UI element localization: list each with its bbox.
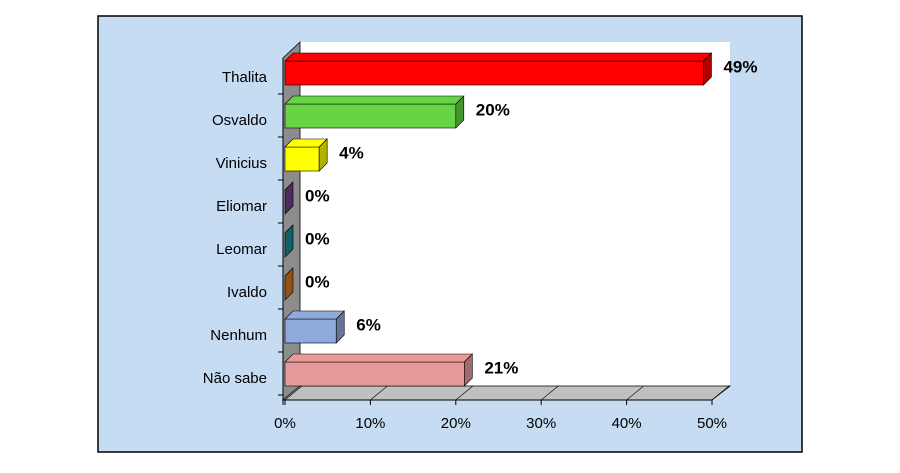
value-label: 4% [339, 143, 364, 162]
bar-front [284, 318, 337, 344]
grid-line [455, 385, 473, 401]
bar-side [703, 52, 712, 86]
floor [281, 385, 732, 401]
bar-side [284, 181, 294, 215]
bar-side-shade [285, 225, 293, 257]
value-label: 49% [723, 57, 757, 76]
value-label: 0% [305, 229, 330, 248]
bar-side-shade [285, 268, 293, 300]
bar-side-shade [703, 53, 712, 85]
bar-front [284, 60, 704, 86]
x-tick-label: 30% [526, 415, 556, 432]
y-tick-label: Não sabe [203, 370, 267, 387]
grid-line [541, 385, 559, 401]
y-tick-label: Thalita [222, 69, 268, 86]
bar-side [318, 138, 328, 172]
bar-side-shade [319, 139, 328, 171]
x-tick-label: 50% [697, 415, 727, 432]
bar-top [284, 52, 713, 62]
bar-side [284, 224, 294, 258]
bar-top [284, 353, 474, 363]
y-tick-label: Eliomar [216, 198, 267, 215]
value-label: 20% [476, 100, 510, 119]
bar-side [464, 353, 473, 387]
bar-side-shade [464, 354, 473, 386]
value-label: 6% [356, 315, 381, 334]
bar-side-shade [336, 311, 345, 343]
bar-front [284, 103, 457, 129]
value-label: 21% [484, 358, 518, 377]
value-label: 0% [305, 186, 330, 205]
y-tick-label: Osvaldo [212, 112, 267, 129]
value-label: 0% [305, 272, 330, 291]
grid-line [370, 385, 388, 401]
y-tick-label: Nenhum [210, 327, 267, 344]
grid-line [626, 385, 644, 401]
bar-front [284, 361, 465, 387]
bar-top [284, 310, 345, 320]
y-tick-label: Leomar [216, 241, 267, 258]
bar-side [284, 267, 294, 301]
grid-line [711, 385, 730, 401]
bar-front [284, 146, 320, 172]
bar-side [335, 310, 345, 344]
bar-top [284, 95, 465, 105]
bar-side [455, 95, 465, 129]
bar-side-shade [285, 182, 293, 214]
x-tick-label: 20% [441, 415, 471, 432]
x-tick-label: 40% [612, 415, 642, 432]
grid-line [284, 385, 303, 401]
y-tick-label: Ivaldo [227, 284, 267, 301]
x-tick-label: 10% [355, 415, 385, 432]
x-tick-label: 0% [274, 415, 296, 432]
y-tick-label: Vinicius [216, 155, 267, 172]
bar-side-shade [455, 96, 464, 128]
